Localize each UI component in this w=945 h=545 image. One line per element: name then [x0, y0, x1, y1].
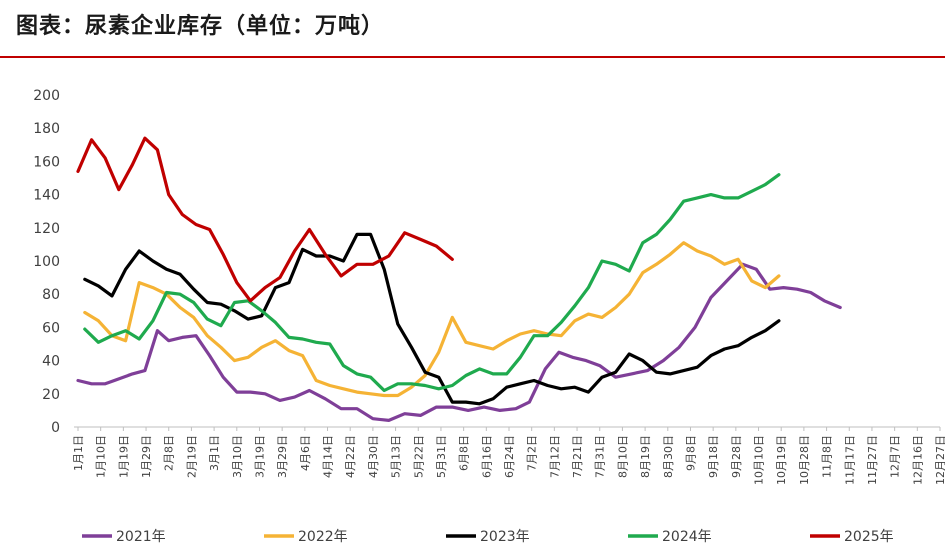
legend-label: 2024年 [662, 529, 712, 545]
series-line-2024年 [83, 173, 781, 393]
x-tick-label: 2月8日 [163, 435, 176, 471]
x-tick-label: 4月30日 [367, 435, 380, 478]
x-tick-label: 3月1日 [208, 435, 221, 471]
x-tick-label: 7月31日 [594, 435, 607, 478]
x-tick-label: 12月16日 [911, 435, 924, 485]
y-tick-label: 20 [42, 387, 60, 403]
x-tick-label: 3月19日 [253, 435, 266, 478]
y-tick-label: 40 [42, 354, 60, 370]
legend: 2021年 2022年 2023年 2024年 2025年 [82, 529, 894, 545]
x-tick-label: 1月10日 [95, 435, 108, 478]
legend-label: 2021年 [116, 529, 166, 545]
legend-label: 2025年 [844, 529, 894, 545]
x-tick-label: 9月18日 [707, 435, 720, 478]
x-tick-label: 1月19日 [117, 435, 130, 478]
y-tick-label: 140 [33, 188, 60, 204]
x-tick-label: 10月28日 [798, 435, 811, 485]
x-tick-label: 4月6日 [299, 435, 312, 471]
y-tick-label: 80 [42, 287, 60, 303]
y-tick-label: 100 [33, 254, 60, 270]
y-tick-label: 120 [33, 221, 60, 237]
title-divider [0, 56, 945, 58]
x-tick-label: 1月1日 [72, 435, 85, 471]
x-tick-label: 10月19日 [775, 435, 788, 485]
x-tick-label: 4月22日 [344, 435, 357, 478]
x-tick-label: 1月29日 [140, 435, 153, 478]
x-tick-label: 7月2日 [526, 435, 539, 471]
series-line-2022年 [83, 241, 781, 398]
x-tick-label: 7月12日 [548, 435, 561, 478]
x-tick-label: 5月31日 [435, 435, 448, 478]
series-line-2021年 [76, 262, 842, 422]
x-tick-label: 3月29日 [276, 435, 289, 478]
x-tick-label: 12月27日 [934, 435, 945, 485]
x-tick-label: 8月30日 [662, 435, 675, 478]
x-tick-label: 11月8日 [821, 435, 834, 478]
x-tick-label: 6月24日 [503, 435, 516, 478]
x-tick-label: 2月19日 [185, 435, 198, 478]
y-tick-label: 0 [51, 420, 60, 436]
x-tick-label: 6月16日 [480, 435, 493, 478]
x-tick-label: 6月8日 [458, 435, 471, 471]
x-tick-label: 8月19日 [639, 435, 652, 478]
page-title: 图表：尿素企业库存（单位：万吨） [16, 13, 385, 39]
y-tick-label: 160 [33, 154, 60, 170]
axis-layer: 0 20 40 60 80 100 120 140 160 180 200 1月1日 1月10日 1月19… [33, 88, 945, 485]
x-tick-label: 4月14日 [322, 435, 335, 478]
x-tick-label: 5月13日 [390, 435, 403, 478]
x-tick-label: 5月22日 [412, 435, 425, 478]
x-tick-label: 3月10日 [231, 435, 244, 478]
series-layer [76, 136, 842, 422]
x-tick-label: 10月10日 [753, 435, 766, 485]
legend-label: 2023年 [480, 529, 530, 545]
x-tick-label: 11月27日 [866, 435, 879, 485]
x-tick-label: 7月21日 [571, 435, 584, 478]
series-line-2025年 [76, 136, 454, 303]
x-tick-label: 9月8日 [684, 435, 697, 471]
x-tick-label: 12月7日 [889, 435, 902, 478]
y-tick-label: 60 [42, 320, 60, 336]
y-tick-label: 200 [33, 88, 60, 104]
x-tick-label: 8月10日 [616, 435, 629, 478]
y-tick-label: 180 [33, 121, 60, 137]
series-line-2023年 [83, 232, 781, 406]
x-tick-label: 9月28日 [730, 435, 743, 478]
legend-label: 2022年 [298, 529, 348, 545]
x-tick-label: 11月17日 [843, 435, 856, 485]
